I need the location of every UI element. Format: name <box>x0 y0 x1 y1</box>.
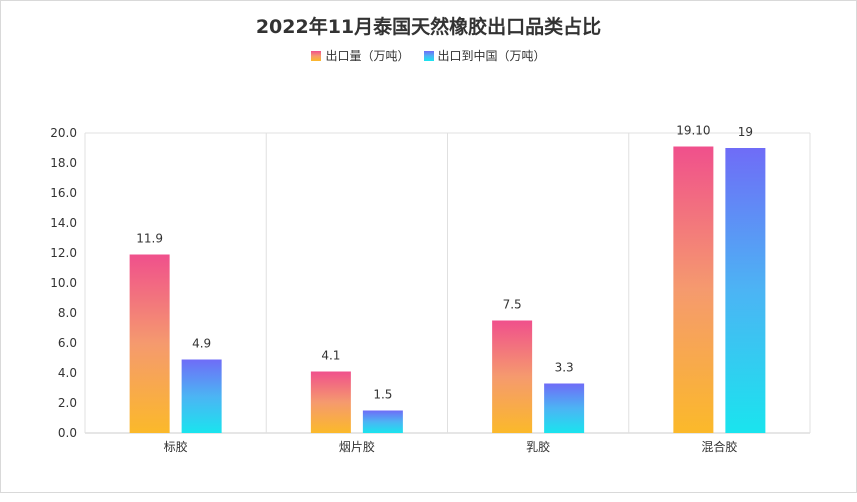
y-tick-label: 16.0 <box>50 186 77 200</box>
bar-export-volume <box>129 254 170 433</box>
legend-swatch-export-volume <box>311 50 322 61</box>
legend-label-export-volume: 出口量（万吨） <box>325 49 410 63</box>
bar-export-to-china <box>181 359 222 433</box>
x-tick-label: 烟片胶 <box>339 439 375 454</box>
x-tick-label: 乳胶 <box>526 439 550 454</box>
legend-swatch-export-to-china <box>423 50 434 61</box>
legend-item-export-to-china[interactable]: 出口到中国（万吨） <box>423 47 546 64</box>
legend-item-export-volume[interactable]: 出口量（万吨） <box>311 47 410 64</box>
y-tick-label: 12.0 <box>50 246 77 260</box>
chart-legend: 出口量（万吨） 出口到中国（万吨） <box>0 47 857 64</box>
data-label-export-volume: 11.9 <box>136 232 163 246</box>
y-tick-label: 20.0 <box>50 126 77 140</box>
x-tick-label: 标胶 <box>164 439 188 454</box>
y-tick-label: 8.0 <box>58 306 77 320</box>
data-label-export-to-china: 19 <box>738 125 753 139</box>
y-tick-label: 6.0 <box>58 336 77 350</box>
data-label-export-volume: 7.5 <box>503 298 522 312</box>
data-label-export-volume: 19.10 <box>676 124 710 138</box>
data-label-export-to-china: 3.3 <box>555 361 574 375</box>
y-tick-label: 2.0 <box>58 396 77 410</box>
chart-title: 2022年11月泰国天然橡胶出口品类占比 <box>255 16 602 38</box>
bar-export-volume <box>673 146 714 433</box>
y-tick-label: 10.0 <box>50 276 77 290</box>
data-label-export-to-china: 4.9 <box>192 337 211 351</box>
bar-export-volume <box>492 320 533 433</box>
bar-export-volume <box>310 371 351 433</box>
y-tick-label: 4.0 <box>58 366 77 380</box>
data-label-export-volume: 4.1 <box>321 349 340 363</box>
y-tick-label: 0.0 <box>58 426 77 440</box>
y-tick-label: 18.0 <box>50 156 77 170</box>
y-tick-label: 14.0 <box>50 216 77 230</box>
bar-export-to-china <box>725 148 766 433</box>
data-label-export-to-china: 1.5 <box>373 388 392 402</box>
legend-label-export-to-china: 出口到中国（万吨） <box>437 49 546 63</box>
x-tick-label: 混合胶 <box>701 439 737 454</box>
bar-export-to-china <box>544 383 585 433</box>
bar-export-to-china <box>362 410 403 433</box>
